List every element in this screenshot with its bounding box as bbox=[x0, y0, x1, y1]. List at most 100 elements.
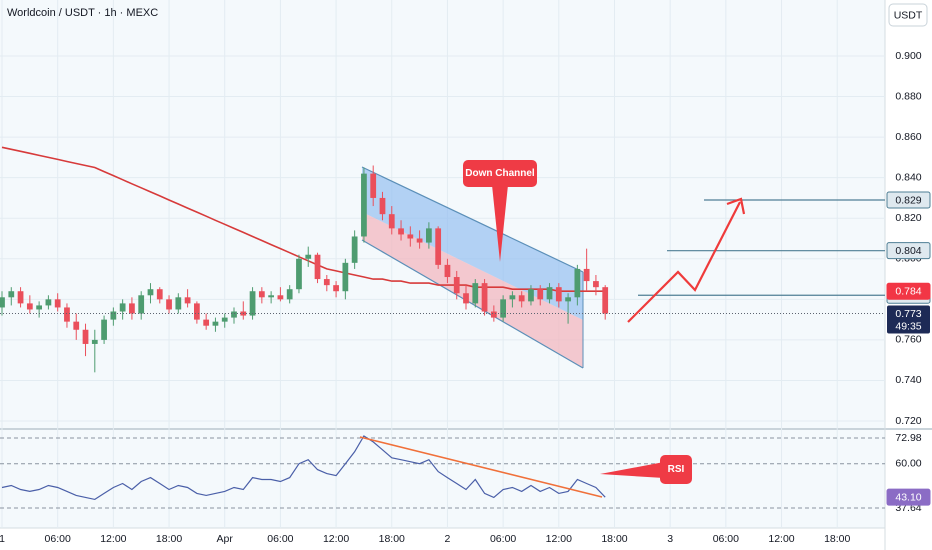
time-axis bbox=[0, 528, 885, 550]
y-tick-label: 0.740 bbox=[895, 374, 921, 386]
callout-box bbox=[660, 455, 692, 484]
candle-body bbox=[435, 228, 442, 265]
countdown: 49:35 bbox=[895, 320, 921, 332]
y-tick-label: 0.880 bbox=[895, 90, 921, 102]
candle-body bbox=[258, 291, 265, 298]
candle-body bbox=[194, 303, 200, 320]
x-tick-label: 06:00 bbox=[713, 533, 739, 545]
candle-body bbox=[296, 258, 302, 290]
rsi-trendline bbox=[359, 436, 603, 498]
currency: USDT bbox=[894, 9, 923, 21]
rsi-value-label: 43.10 bbox=[895, 491, 921, 503]
candle-body bbox=[91, 339, 98, 344]
candle-body bbox=[426, 228, 432, 243]
x-tick-label: 18:00 bbox=[601, 533, 627, 545]
candle-body bbox=[110, 311, 117, 320]
candle-body bbox=[518, 295, 525, 302]
candle-body bbox=[323, 279, 330, 286]
level-label: 0.804 bbox=[895, 245, 921, 257]
candle-body bbox=[537, 289, 544, 300]
candle-body bbox=[388, 214, 395, 229]
level-label-box bbox=[886, 242, 931, 260]
candle-body bbox=[82, 329, 89, 344]
ma-label-box bbox=[886, 282, 931, 300]
candle-body bbox=[379, 197, 386, 215]
x-tick-label: 06:00 bbox=[267, 533, 293, 545]
x-tick-label: 2 bbox=[445, 533, 451, 545]
candle-body bbox=[231, 311, 237, 318]
candle-body bbox=[73, 321, 80, 330]
candle-body bbox=[490, 311, 497, 318]
x-tick-label: 3 bbox=[667, 533, 673, 545]
y-tick-label: 0.820 bbox=[895, 212, 921, 224]
x-tick-label: 18:00 bbox=[379, 533, 405, 545]
candle-body bbox=[268, 295, 274, 298]
channel-upper bbox=[362, 167, 583, 320]
candle-body bbox=[463, 293, 469, 304]
candle-body bbox=[17, 291, 24, 304]
x-tick-label: 12:00 bbox=[768, 533, 794, 545]
candle-body bbox=[212, 321, 219, 326]
candle-body bbox=[500, 299, 507, 318]
candle-body bbox=[147, 289, 154, 296]
candle-body bbox=[184, 297, 191, 304]
callout-pointer bbox=[600, 462, 664, 478]
y-tick-label: 0.720 bbox=[895, 415, 921, 427]
candle-body bbox=[166, 299, 172, 310]
candle-body bbox=[64, 307, 70, 322]
arrow-head bbox=[726, 197, 746, 215]
candle-body bbox=[277, 295, 284, 300]
x-tick-label: 06:00 bbox=[45, 533, 71, 545]
x-tick-label: 12:00 bbox=[323, 533, 349, 545]
candle-body bbox=[555, 287, 562, 302]
candle-body bbox=[593, 281, 599, 288]
y-tick-label: 0.860 bbox=[895, 131, 921, 143]
candle-body bbox=[249, 291, 256, 316]
candle-body bbox=[101, 319, 107, 340]
y-tick-label: 60.00 bbox=[895, 457, 921, 469]
currency-box bbox=[888, 3, 928, 27]
candle-body bbox=[351, 236, 358, 263]
level-label-box bbox=[886, 191, 931, 209]
y-tick-label: 0.840 bbox=[895, 171, 921, 183]
y-tick-label: 0.760 bbox=[895, 334, 921, 346]
candle-body bbox=[528, 289, 534, 302]
candle-body bbox=[361, 173, 367, 237]
x-tick-label: 1 bbox=[0, 533, 5, 545]
candle-body bbox=[138, 295, 145, 314]
candle-body bbox=[314, 254, 321, 280]
ma-label: 0.784 bbox=[895, 286, 921, 298]
candle-body bbox=[416, 238, 423, 243]
candle-body bbox=[342, 262, 349, 292]
candle-body bbox=[574, 268, 581, 298]
rsi-value-label-box bbox=[886, 488, 931, 506]
candle-body bbox=[546, 287, 553, 300]
candle-body bbox=[0, 297, 5, 308]
callout-text: RSI bbox=[668, 464, 685, 475]
candle-body bbox=[26, 303, 33, 310]
y-tick-label: 72.98 bbox=[895, 432, 921, 444]
candle-body bbox=[221, 317, 228, 322]
candle-body bbox=[175, 297, 182, 310]
marks bbox=[0, 146, 885, 501]
axis-labels: 1 06:00 12:00 18:00 Apr 06:00 12:00 18:00 2 06:00… bbox=[0, 50, 931, 545]
candle-body bbox=[444, 264, 451, 278]
candle-body bbox=[583, 268, 590, 282]
candle-body bbox=[8, 291, 15, 298]
candle-body bbox=[398, 228, 404, 235]
level-label: 0.829 bbox=[895, 194, 921, 206]
x-tick-label: 18:00 bbox=[156, 533, 182, 545]
callout-pointer bbox=[492, 185, 508, 262]
rsi-line bbox=[1, 435, 606, 501]
candle-body bbox=[481, 283, 488, 312]
candle-body bbox=[407, 234, 414, 239]
candle-body bbox=[129, 303, 135, 314]
x-tick-label: 06:00 bbox=[490, 533, 516, 545]
candle-body bbox=[602, 287, 609, 314]
candle-body bbox=[286, 289, 293, 300]
candle-body bbox=[54, 299, 61, 308]
callout-box bbox=[463, 160, 537, 187]
callout-text: Down Channel bbox=[465, 168, 535, 179]
candle-body bbox=[203, 319, 210, 326]
